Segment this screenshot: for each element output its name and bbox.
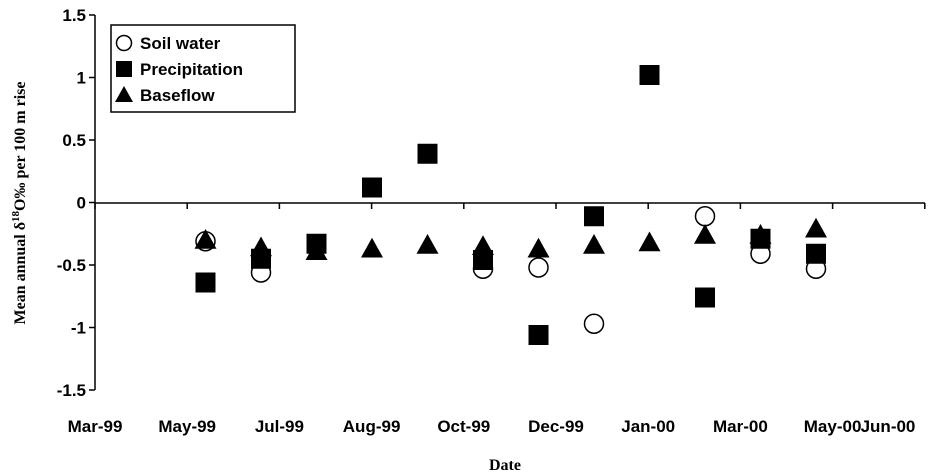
point-precipitation [195,272,216,293]
point-baseflow [583,234,605,254]
point-baseflow [361,237,383,258]
y-tick-labels: 1.5 1 0.5 0 -0.5 -1 -1.5 [57,6,86,400]
legend: Soil water Precipitation Baseflow [110,24,296,113]
x-tick-label: Mar-00 [713,417,768,436]
point-baseflow [749,224,772,244]
point-precipitation [639,65,660,85]
legend-label: Baseflow [140,86,215,105]
x-tick-label: Mar-99 [68,417,123,436]
point-precipitation [417,143,438,164]
y-axis-title: Mean annual δ18O‰ per 100 m rise [10,81,29,324]
series-baseflow [194,217,827,261]
point-baseflow [527,237,550,258]
y-axis-title-pre: Mean annual δ [12,222,29,325]
point-baseflow [805,217,827,238]
legend-box [110,24,296,113]
x-tick-label: May-99 [158,417,216,436]
data-points [194,65,827,345]
point-baseflow [472,235,494,256]
y-tick-label: 1.5 [62,6,86,25]
point-precipitation [362,177,382,198]
point-baseflow [305,240,328,261]
x-tick-label: Jun-00 [861,417,916,436]
legend-label: Soil water [140,34,221,53]
x-tick-labels: Mar-99 May-99 Jul-99 Aug-99 Oct-99 Dec-99 Jan-… [68,417,916,436]
x-tick-label: May-00 [804,417,862,436]
y-tick-label: -0.5 [57,256,86,275]
x-tick-label: Jan-00 [621,417,675,436]
y-tick-label: 0.5 [62,131,86,150]
y-tick-label: -1.5 [57,381,86,400]
axes [89,14,926,391]
point-soil-water [694,206,716,227]
point-precipitation [695,287,715,308]
series-soil-water [195,206,827,334]
point-baseflow [638,231,661,252]
x-tick-label: Aug-99 [343,417,401,436]
point-precipitation [806,243,826,264]
point-baseflow [194,229,217,249]
y-axis-title-post: O‰ per 100 m rise [12,81,29,210]
y-tick-label: 0 [77,194,86,213]
point-baseflow [250,236,272,257]
filled-square-icon [116,61,132,77]
point-baseflow [694,224,716,244]
open-circle-icon [115,34,133,52]
point-soil-water [583,313,605,334]
legend-label: Precipitation [140,60,243,79]
y-tick-label: -1 [71,319,86,338]
x-tick-label: Jul-99 [255,417,304,436]
x-tick-label: Dec-99 [528,417,584,436]
point-precipitation [584,206,604,227]
point-precipitation [528,325,549,345]
point-baseflow [416,234,439,254]
point-soil-water [528,257,549,278]
x-axis-title: Date [489,457,521,474]
y-tick-label: 1 [77,69,86,88]
filled-triangle-icon [115,86,133,102]
y-axis-title-sup: 18 [10,210,22,222]
x-tick-label: Oct-99 [437,417,490,436]
